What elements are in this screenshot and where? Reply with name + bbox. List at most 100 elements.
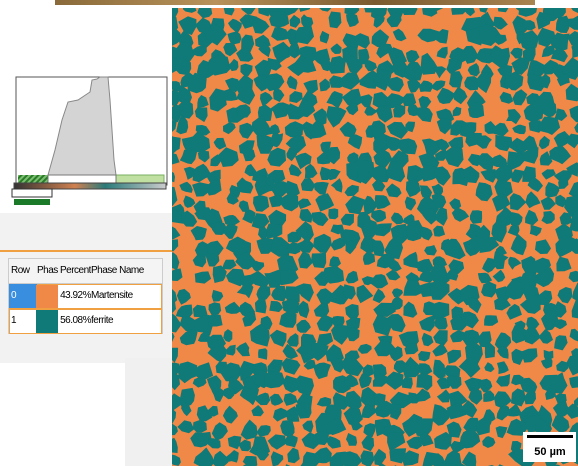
grain [270,102,290,119]
histogram-panel [11,76,168,205]
grain [436,46,448,59]
grain [213,137,227,150]
grain [493,164,514,184]
histogram-curve [47,76,117,176]
panel-shade-lower [125,358,172,466]
grain [424,245,437,256]
grain [450,330,466,343]
grain [446,58,463,74]
grain [521,147,539,164]
grain [241,34,255,53]
grain [326,91,343,109]
grain [564,195,578,217]
grain [497,361,509,375]
grain [468,102,485,118]
grain [491,220,507,243]
grain [535,239,551,254]
grain [218,147,239,167]
grain [510,169,525,183]
grain [565,133,578,149]
grain [393,104,406,118]
grain [495,134,513,152]
grain [312,430,329,446]
grain [172,136,181,155]
micrograph: 50 µm [172,8,578,466]
grain [420,52,438,75]
grain [211,222,228,235]
grain [313,302,330,318]
grain [317,332,334,347]
grain [401,93,417,107]
grain [529,224,542,237]
grain [280,268,299,286]
grain [505,280,526,300]
grain [222,259,237,270]
grain [512,124,526,135]
grain [404,196,417,211]
row-index: 1 [11,315,17,326]
grain [297,198,312,209]
grain [467,63,480,77]
grain [302,420,314,434]
grain [287,242,301,255]
grain [419,185,433,199]
grain [432,8,444,12]
grain [179,149,198,165]
grain [484,315,499,326]
phase-swatch [36,285,58,308]
grain [556,360,569,373]
grain [208,55,231,76]
threshold-range [115,174,165,184]
grain [569,328,578,342]
grain [378,463,386,466]
grain [494,34,507,45]
grain [267,57,282,71]
grain [176,116,189,135]
grain [475,153,494,172]
grain [268,195,284,208]
grain [297,98,316,118]
grain [242,456,258,466]
scale-label: 50 µm [534,446,566,458]
grain [474,72,492,94]
grain [226,450,239,463]
grain [386,183,402,198]
grain [545,182,560,198]
grain [172,239,179,252]
grain [553,170,573,183]
grain [271,236,291,257]
grain [429,278,450,300]
grain [504,71,524,91]
grain [298,251,313,269]
grain [300,462,315,466]
grain [495,426,508,439]
grain [207,342,227,363]
scale-bar [527,435,573,438]
grain [292,375,314,397]
row[interactable] [9,309,162,334]
grain [359,70,381,89]
grain [406,436,423,450]
grain [572,282,578,302]
grain [449,71,463,88]
grain [458,356,481,378]
grain [205,314,223,327]
grain [363,423,376,438]
grain [542,100,557,118]
grain [205,179,222,196]
grain [376,42,394,59]
grain [474,48,496,64]
grain [295,221,314,244]
grain [446,375,462,389]
grain [368,165,391,183]
grain [493,16,508,30]
grain [386,121,408,139]
grain [543,59,562,75]
slider[interactable] [11,188,53,198]
grain [523,101,544,122]
grain [269,11,290,28]
grain [364,60,377,72]
grain [555,194,567,208]
grain [260,91,273,107]
grain [452,86,468,105]
